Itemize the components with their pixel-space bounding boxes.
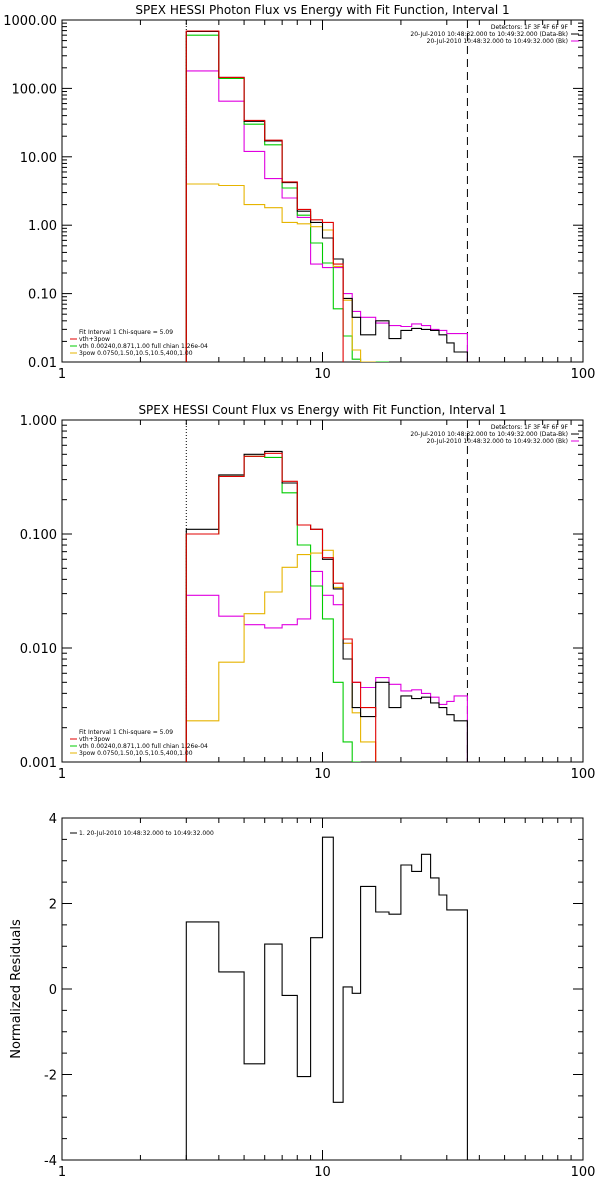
- y-tick-label: 1.000: [20, 414, 57, 429]
- legend-entry: Fit Interval 1 Chi-square = 5.09: [79, 729, 173, 736]
- header-text-line: Detectors: 1F 3F 4F 6F 9F: [491, 24, 569, 31]
- header-text-line: Detectors: 1F 3F 4F 6F 9F: [491, 424, 569, 431]
- chart-title: SPEX HESSI Count Flux vs Energy with Fit…: [138, 403, 506, 417]
- data-minus-bk-series: [185, 836, 468, 1160]
- x-tick-label: 1: [58, 1165, 66, 1180]
- header-text-line: 20-Jul-2010 10:48:32.000 to 10:49:32.000…: [427, 438, 568, 445]
- total-model-series: [185, 30, 344, 362]
- legend-entry: vth+3pow: [79, 336, 110, 343]
- y-tick-label: 10.00: [20, 151, 57, 166]
- x-tick-label: 100: [571, 367, 596, 382]
- legend-entry: 3pow 0.0750,1.50,10.5,10.5,400,1.00: [79, 750, 193, 757]
- plot-frame: [61, 19, 584, 363]
- vth-component-series: [185, 34, 389, 362]
- y-tick-label: 4: [49, 812, 57, 827]
- background-series: [185, 570, 468, 762]
- chart-panel-3: Normalized Residuals 1 10 100 4 2 0 -2 -4 1. 20-J…: [9, 812, 595, 1180]
- 3pow-component-series: [185, 183, 376, 362]
- x-tick-label: 1: [58, 767, 66, 782]
- total-model-series: [185, 452, 377, 762]
- y-tick-label: 1.00: [28, 219, 57, 234]
- data-minus-bk-series: [185, 450, 468, 762]
- legend-entry: vth 0.00240,0.871,1.00 full chian 1.26e-…: [79, 343, 208, 350]
- x-tick-label: 1: [58, 367, 66, 382]
- chart-title: SPEX HESSI Photon Flux vs Energy with Fi…: [135, 3, 509, 17]
- background-series: [185, 70, 468, 362]
- legend-entry: 3pow 0.0750,1.50,10.5,10.5,400,1.00: [79, 350, 193, 357]
- y-axis-label: Normalized Residuals: [9, 919, 24, 1059]
- legend-entry: 1. 20-Jul-2010 10:48:32.000 to 10:49:32.…: [79, 830, 214, 837]
- y-tick-label: 0.100: [20, 528, 57, 543]
- legend-entry: vth+3pow: [79, 736, 110, 743]
- y-tick-label: 0.01: [28, 356, 57, 371]
- data-minus-bk-series: [185, 30, 468, 362]
- vth-component-series: [185, 455, 361, 762]
- y-tick-label: -4: [44, 1154, 57, 1169]
- y-tick-label: 100.00: [12, 82, 58, 97]
- header-text-line: 20-Jul-2010 10:48:32.000 to 10:49:32.000…: [410, 431, 568, 438]
- x-tick-label: 10: [314, 1165, 331, 1180]
- legend-entry: Fit Interval 1 Chi-square = 5.09: [79, 329, 173, 336]
- x-tick-label: 10: [314, 767, 331, 782]
- chart-panel-1: SPEX HESSI Photon Flux vs Energy with Fi…: [3, 3, 595, 382]
- 3pow-component-series: [185, 549, 377, 762]
- header-text-line: 20-Jul-2010 10:48:32.000 to 10:49:32.000…: [427, 38, 568, 45]
- y-tick-label: 0.001: [20, 756, 57, 771]
- legend-entry: vth 0.00240,0.871,1.00 full chian 1.26e-…: [79, 743, 208, 750]
- chart-panel-2: SPEX HESSI Count Flux vs Energy with Fit…: [20, 403, 596, 782]
- y-tick-label: 1000.00: [3, 14, 57, 29]
- x-tick-label: 100: [571, 767, 596, 782]
- header-text-line: 20-Jul-2010 10:48:32.000 to 10:49:32.000…: [410, 31, 568, 38]
- x-tick-label: 10: [314, 367, 331, 382]
- y-tick-label: 2: [49, 898, 57, 913]
- y-tick-label: 0.10: [28, 288, 57, 303]
- y-tick-label: 0.010: [20, 642, 57, 657]
- y-tick-label: -2: [44, 1069, 57, 1084]
- y-tick-label: 0: [49, 983, 57, 998]
- x-tick-label: 100: [571, 1165, 596, 1180]
